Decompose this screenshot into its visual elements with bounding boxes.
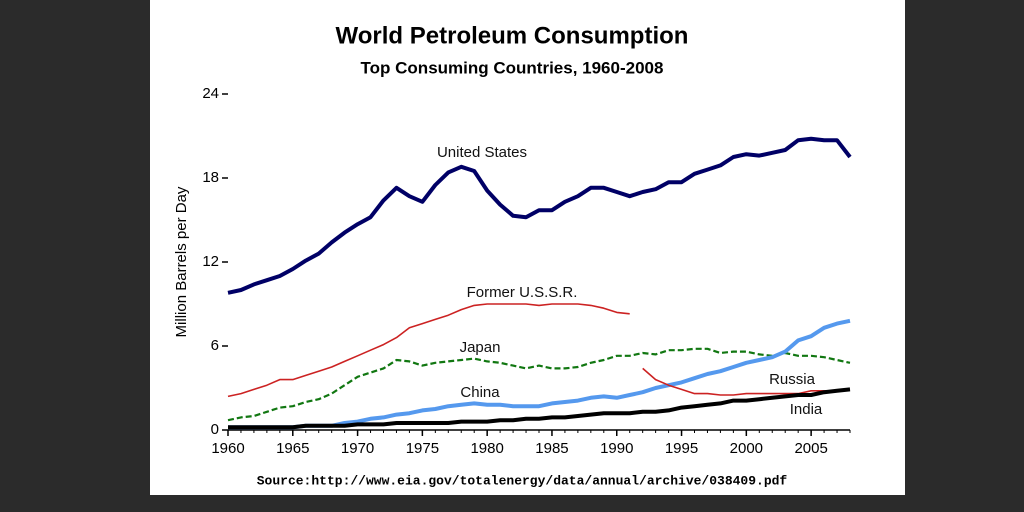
chart-title: World Petroleum Consumption <box>336 22 689 49</box>
x-tick-label: 1970 <box>341 440 374 457</box>
series-line <box>227 136 852 295</box>
series-label: Russia <box>769 371 816 388</box>
x-tick-label: 1995 <box>665 440 698 457</box>
y-tick-label: 18 <box>202 169 219 186</box>
y-tick-label: 0 <box>211 421 219 438</box>
series-label: China <box>460 384 500 401</box>
y-tick-label: 6 <box>211 337 219 354</box>
x-tick-label: 1975 <box>406 440 439 457</box>
x-tick-label: 1990 <box>600 440 633 457</box>
series-line <box>228 387 851 430</box>
x-tick-label: 2000 <box>730 440 763 457</box>
series-line <box>227 303 630 398</box>
x-tick-label: 1985 <box>535 440 568 457</box>
y-tick-label: 12 <box>202 253 219 270</box>
x-tick-label: 1980 <box>470 440 503 457</box>
series-label: Former U.S.S.R. <box>467 284 578 301</box>
series-line <box>227 347 851 422</box>
source-note: Source:http://www.eia.gov/totalenergy/da… <box>257 473 788 488</box>
y-tick-label: 24 <box>202 85 219 102</box>
x-tick-label: 1960 <box>211 440 244 457</box>
chart-subtitle: Top Consuming Countries, 1960-2008 <box>361 58 664 77</box>
series-line <box>642 367 851 396</box>
series-label: United States <box>437 144 527 161</box>
x-tick-label: 1965 <box>276 440 309 457</box>
series-label: India <box>790 401 823 418</box>
series-label: Japan <box>460 339 501 356</box>
panel <box>150 0 905 495</box>
x-tick-label: 2005 <box>794 440 827 457</box>
y-axis-label: Million Barrels per Day <box>173 186 190 337</box>
